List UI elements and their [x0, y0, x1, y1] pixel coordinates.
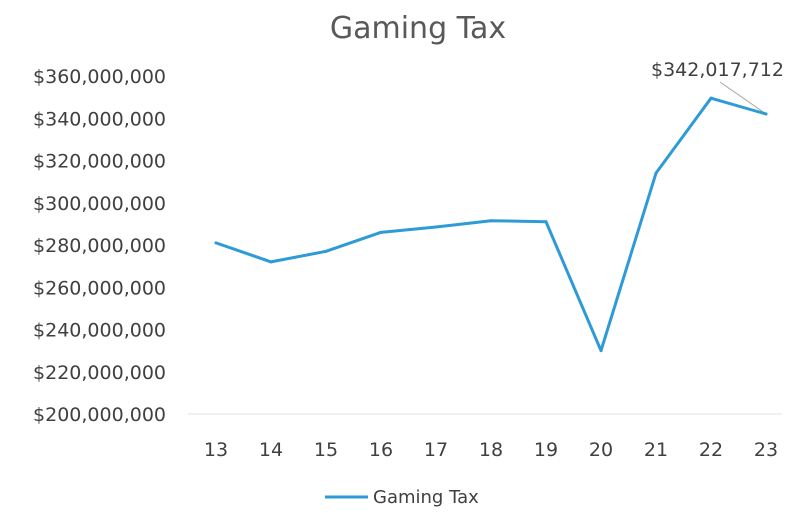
y-tick-label: $240,000,000: [33, 320, 166, 342]
x-tick-label: 15: [314, 439, 338, 461]
x-tick-label: 14: [259, 439, 283, 461]
x-tick-label: 17: [424, 439, 448, 461]
x-tick-label: 13: [204, 439, 228, 461]
x-tick-label: 21: [644, 439, 668, 461]
data-point: [269, 260, 273, 264]
data-point: [709, 96, 713, 100]
data-point: [764, 112, 768, 116]
y-tick-label: $220,000,000: [33, 362, 166, 384]
data-point: [379, 230, 383, 234]
data-label-annotation: $342,017,712: [651, 59, 784, 81]
x-axis-tick-labels: 13 14 15 16 17 18 19 20 21 22 23: [204, 439, 778, 461]
data-point: [324, 249, 328, 253]
y-tick-label: $260,000,000: [33, 277, 166, 299]
data-point: [654, 171, 658, 175]
x-tick-label: 22: [699, 439, 723, 461]
y-tick-label: $280,000,000: [33, 235, 166, 257]
x-tick-label: 23: [754, 439, 778, 461]
series-group: [214, 96, 768, 353]
legend: Gaming Tax: [325, 487, 479, 508]
data-point: [214, 241, 218, 245]
annotations: $342,017,712: [651, 59, 784, 115]
series-line-gaming-tax: [214, 96, 768, 353]
data-point: [489, 219, 493, 223]
y-tick-label: $360,000,000: [33, 66, 166, 88]
y-tick-label: $320,000,000: [33, 151, 166, 173]
data-point: [599, 349, 603, 353]
y-axis-tick-labels: $360,000,000 $340,000,000 $320,000,000 $300…: [33, 66, 166, 426]
y-tick-label: $300,000,000: [33, 193, 166, 215]
x-tick-label: 18: [479, 439, 503, 461]
x-tick-label: 20: [589, 439, 613, 461]
chart-title: Gaming Tax: [330, 11, 506, 46]
annotation-leader-line: [719, 81, 767, 115]
x-tick-label: 16: [369, 439, 393, 461]
data-point: [434, 225, 438, 229]
x-tick-label: 19: [534, 439, 558, 461]
data-point: [544, 220, 548, 224]
y-tick-label: $340,000,000: [33, 108, 166, 130]
y-tick-label: $200,000,000: [33, 404, 166, 426]
legend-label-gaming-tax: Gaming Tax: [373, 487, 479, 508]
